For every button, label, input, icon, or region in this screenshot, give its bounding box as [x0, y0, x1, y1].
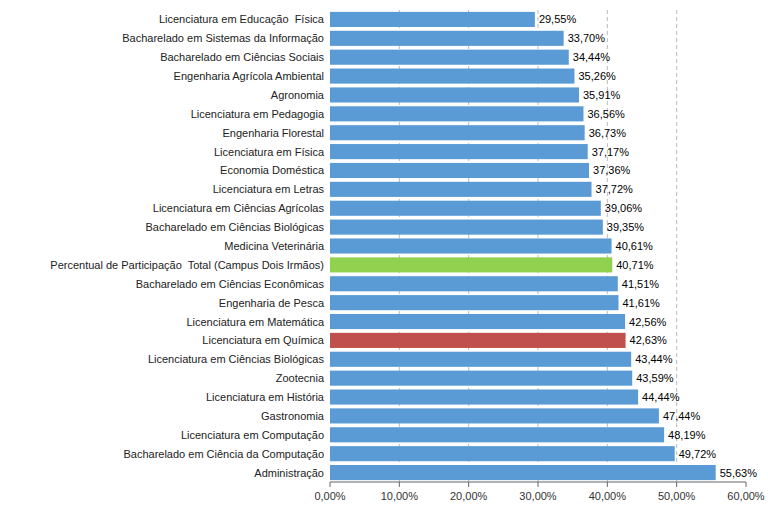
tick — [607, 482, 608, 487]
bar — [330, 257, 612, 272]
tick — [676, 482, 677, 487]
tick — [330, 482, 331, 487]
data-label: 41,61% — [622, 297, 660, 309]
data-label: 36,56% — [587, 108, 625, 120]
category-label: Licenciatura em Letras — [213, 183, 325, 195]
category-label: Percentual de Participação Total (Campus… — [50, 259, 324, 271]
category-label: Bacharelado em Ciências Biológicas — [145, 221, 324, 233]
data-label: 48,19% — [668, 429, 706, 441]
bar — [330, 12, 535, 27]
category-label: Medicina Veterinária — [224, 240, 325, 252]
bar — [330, 295, 618, 310]
data-label: 34,44% — [573, 51, 611, 63]
data-label: 40,61% — [616, 240, 654, 252]
tick-label: 20,00% — [450, 490, 488, 502]
tick — [538, 482, 539, 487]
data-label: 36,73% — [589, 127, 627, 139]
category-label: Economia Doméstica — [220, 164, 325, 176]
tick-label: 60,00% — [727, 490, 765, 502]
bar — [330, 427, 664, 442]
tick-label: 0,00% — [314, 490, 345, 502]
category-label: Licenciatura em Física — [214, 146, 325, 158]
bar — [330, 314, 625, 329]
tick-label: 30,00% — [519, 490, 557, 502]
data-label: 33,70% — [568, 32, 606, 44]
data-label: 42,56% — [629, 316, 667, 328]
data-label: 37,36% — [593, 164, 631, 176]
bar — [330, 69, 574, 84]
data-label: 39,06% — [605, 202, 643, 214]
category-label: Gastronomia — [261, 410, 325, 422]
bar — [330, 238, 612, 253]
category-label: Engenharia Florestal — [222, 127, 324, 139]
data-label: 35,26% — [578, 70, 616, 82]
category-label: Licenciatura em Ciências Agrícolas — [153, 202, 325, 214]
tick-label: 10,00% — [381, 490, 419, 502]
bars — [330, 12, 716, 480]
tick — [746, 482, 747, 487]
data-label: 35,91% — [583, 89, 621, 101]
bar — [330, 276, 618, 291]
data-label: 37,72% — [596, 183, 634, 195]
data-label: 39,35% — [607, 221, 645, 233]
category-label: Agronomia — [271, 89, 325, 101]
tick-label: 50,00% — [658, 490, 696, 502]
data-label: 41,51% — [622, 278, 660, 290]
bar — [330, 371, 632, 386]
bar — [330, 125, 585, 140]
bar — [330, 408, 659, 423]
category-label: Licenciatura em Pedagogia — [191, 108, 325, 120]
category-label: Licenciatura em Matemática — [186, 316, 324, 328]
data-label: 49,72% — [679, 448, 717, 460]
bar — [330, 106, 583, 121]
bar — [330, 352, 631, 367]
bar — [330, 144, 588, 159]
data-label: 44,44% — [642, 391, 680, 403]
data-label: 42,63% — [630, 334, 668, 346]
bar — [330, 201, 601, 216]
category-label: Bacharelado em Ciências Sociais — [160, 51, 324, 63]
category-label: Bacharelado em Ciência da Computação — [123, 448, 324, 460]
bar — [330, 446, 675, 461]
category-label: Licenciatura em Computação — [181, 429, 324, 441]
data-label: 43,44% — [635, 353, 673, 365]
tick — [468, 482, 469, 487]
chart: 0,00% 10,00% 20,00% 30,00% 40,00% 50,00% 60,00… — [0, 0, 768, 516]
data-label: 29,55% — [539, 13, 577, 25]
category-label: Licenciatura em Ciências Biológicas — [148, 353, 325, 365]
bar — [330, 389, 638, 404]
x-axis: 0,00% 10,00% 20,00% 30,00% 40,00% 50,00% 60,00… — [314, 482, 764, 502]
category-label: Bacharelado em Sistemas da Informação — [122, 32, 324, 44]
y-axis: Administração Bacharelado em Ciência da C… — [50, 13, 325, 478]
category-label: Engenharia de Pesca — [219, 297, 325, 309]
bar — [330, 50, 569, 65]
category-label: Licenciatura em Educação Física — [159, 13, 325, 25]
data-labels: 55,63%49,72% 48,19% 47,44% 44,44% 43,59% 43,4… — [539, 13, 757, 478]
bar — [330, 465, 716, 480]
category-label: Administração — [254, 467, 324, 479]
data-label: 47,44% — [663, 410, 701, 422]
data-label: 55,63% — [720, 467, 758, 479]
category-label: Bacharelado em Ciências Econômicas — [136, 278, 325, 290]
bar — [330, 163, 589, 178]
category-label: Engenharia Agrícola Ambiental — [174, 70, 324, 82]
data-label: 40,71% — [616, 259, 654, 271]
bar — [330, 87, 579, 102]
bar — [330, 182, 592, 197]
tick — [399, 482, 400, 487]
bar — [330, 31, 564, 46]
data-label: 37,17% — [592, 146, 630, 158]
bar — [330, 333, 626, 348]
bar — [330, 220, 603, 235]
tick-label: 40,00% — [589, 490, 627, 502]
category-label: Licenciatura em História — [206, 391, 325, 403]
category-label: Licenciatura em Química — [202, 334, 325, 346]
category-label: Zootecnia — [276, 372, 325, 384]
data-label: 43,59% — [636, 372, 674, 384]
